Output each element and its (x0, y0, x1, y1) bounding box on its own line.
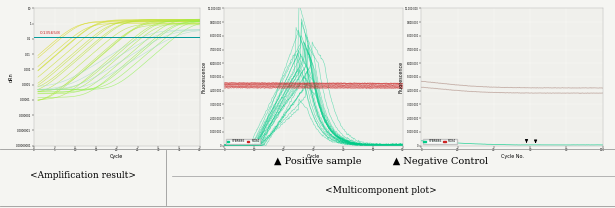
Legend: SYBR885, ROX4: SYBR885, ROX4 (423, 139, 457, 144)
X-axis label: Cycle: Cycle (307, 154, 320, 159)
Text: <Multicomponent plot>: <Multicomponent plot> (325, 186, 437, 195)
Text: <Amplification result>: <Amplification result> (30, 171, 136, 180)
X-axis label: Cycle No.: Cycle No. (501, 154, 523, 159)
Y-axis label: Fluorescence: Fluorescence (202, 61, 207, 93)
Y-axis label: Fluorescence: Fluorescence (399, 61, 403, 93)
Y-axis label: dRn: dRn (9, 72, 14, 82)
Text: 0.13565/8: 0.13565/8 (40, 31, 61, 35)
Legend: SYBR885, ROX4: SYBR885, ROX4 (226, 139, 260, 144)
X-axis label: Cycle: Cycle (110, 154, 124, 159)
Text: ▲ Positive sample          ▲ Negative Control: ▲ Positive sample ▲ Negative Control (274, 157, 488, 166)
